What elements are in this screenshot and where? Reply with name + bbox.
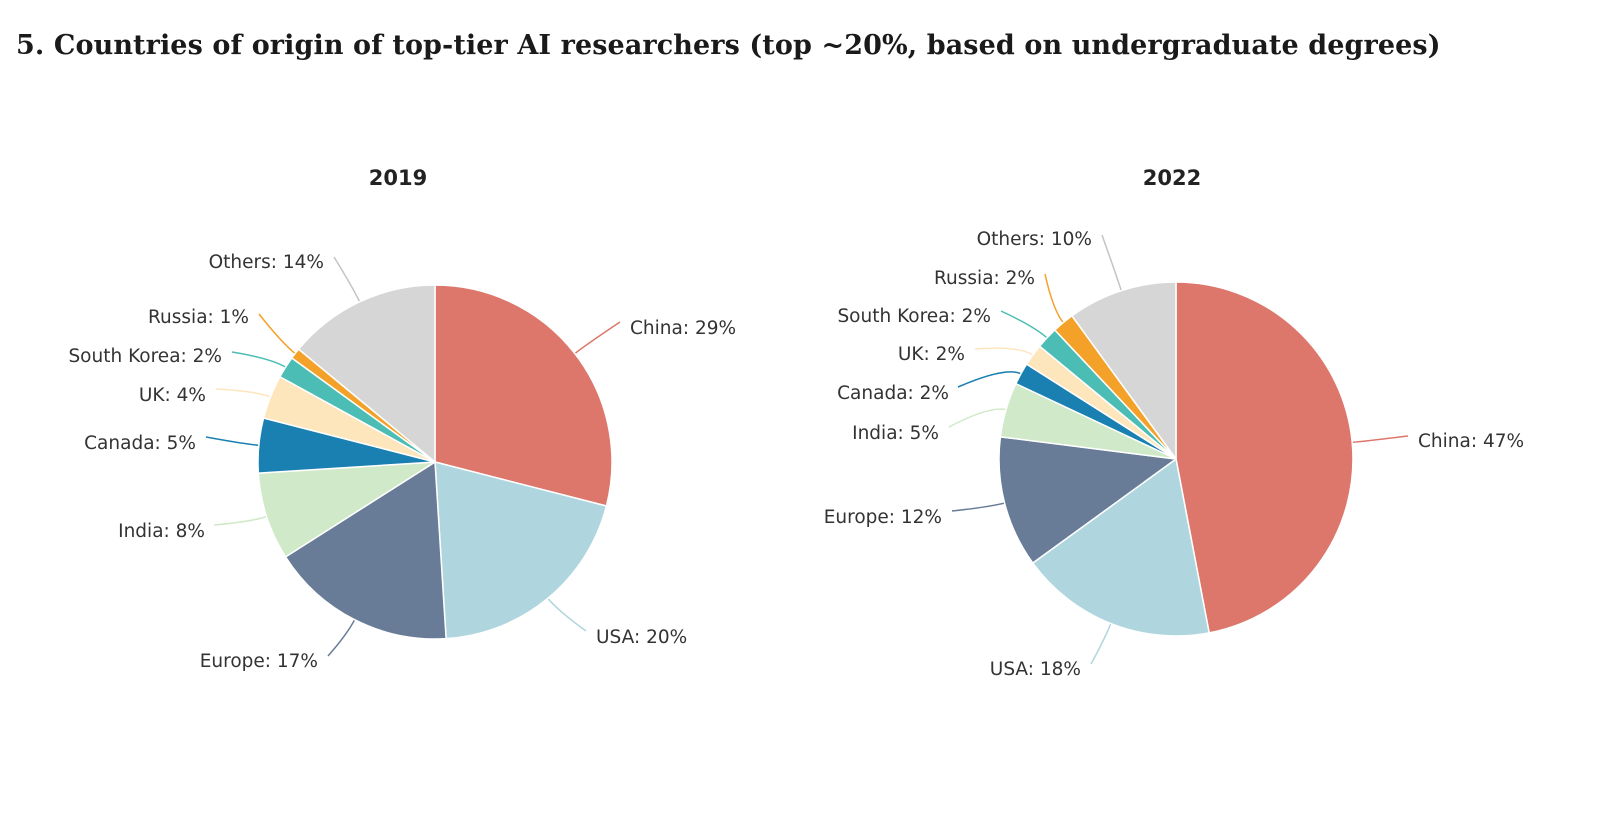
- slice-label-india: India: 5%: [852, 423, 939, 444]
- slice-label-europe: Europe: 12%: [824, 507, 942, 528]
- slices: [257, 284, 613, 640]
- leader-line-south-korea: [1000, 310, 1049, 340]
- slice-label-usa: USA: 20%: [596, 627, 687, 648]
- slices: [998, 281, 1354, 637]
- slice-label-china: China: 47%: [1418, 431, 1524, 452]
- slice-labels: China: 47% USA: 18% Europe: 12% India: 5% Ca…: [824, 229, 1524, 680]
- pie-slice-china[interactable]: [434, 284, 613, 507]
- pie-slice-usa[interactable]: [1032, 458, 1210, 637]
- leader-line-europe: [327, 618, 356, 657]
- slice-label-russia: Russia: 1%: [148, 307, 249, 328]
- slice-label-others: Others: 10%: [977, 229, 1092, 250]
- leader-line-canada: [957, 371, 1023, 388]
- leader-line-india: [213, 515, 268, 526]
- leader-line-india: [948, 408, 1008, 428]
- pie-chart-2019: 2019 China: 29% USA: 20% Europe: 17% India:…: [68, 166, 736, 672]
- pie-chart-2022: 2022 China: 47% USA: 18% Europe: 12% India:…: [824, 166, 1524, 680]
- pie-slice-europe[interactable]: [998, 436, 1177, 564]
- slice-label-canada: Canada: 5%: [84, 433, 196, 454]
- leader-line-canada: [205, 436, 260, 447]
- leader-lines: [205, 256, 621, 657]
- slice-label-canada: Canada: 2%: [837, 383, 949, 404]
- leader-lines: [948, 234, 1409, 665]
- slice-label-india: India: 8%: [118, 521, 205, 542]
- pie-slice-usa[interactable]: [434, 461, 608, 640]
- leader-line-china: [1351, 435, 1409, 444]
- pie-slice-others[interactable]: [297, 284, 436, 463]
- pie-2019-slices: China: 29% USA: 20% Europe: 17% India: 8% Ca…: [68, 252, 736, 672]
- pie-2022-slices: China: 47% USA: 18% Europe: 12% India: 5% Ca…: [824, 229, 1524, 680]
- leader-line-china: [573, 321, 621, 355]
- leader-line-usa: [1090, 622, 1112, 665]
- pie-slice-india[interactable]: [257, 461, 436, 558]
- leader-line-south-korea: [231, 351, 287, 369]
- slice-label-china: China: 29%: [630, 318, 736, 339]
- slice-label-south-korea: South Korea: 2%: [837, 306, 991, 327]
- pie-slice-europe[interactable]: [284, 461, 447, 640]
- pie-slice-others[interactable]: [1071, 281, 1177, 460]
- pie-slice-china[interactable]: [1175, 281, 1354, 634]
- leader-line-usa: [546, 597, 587, 632]
- leader-line-others: [333, 256, 361, 304]
- slice-label-others: Others: 14%: [209, 252, 324, 273]
- slice-label-uk: UK: 2%: [898, 344, 965, 365]
- leader-line-russia: [1044, 273, 1065, 324]
- page-title: 5. Countries of origin of top-tier AI re…: [16, 30, 1441, 61]
- leader-line-uk: [974, 347, 1035, 357]
- slice-label-usa: USA: 18%: [990, 659, 1081, 680]
- leader-line-others: [1101, 234, 1123, 292]
- leader-line-uk: [215, 388, 272, 398]
- chart-title-2022: 2022: [1143, 166, 1201, 190]
- leader-line-europe: [951, 502, 1006, 512]
- chart-title-2019: 2019: [369, 166, 427, 190]
- leader-line-russia: [258, 313, 297, 355]
- slice-label-russia: Russia: 2%: [934, 268, 1035, 289]
- slice-label-south-korea: South Korea: 2%: [68, 346, 222, 367]
- slice-labels: China: 29% USA: 20% Europe: 17% India: 8% Ca…: [68, 252, 736, 672]
- slice-label-europe: Europe: 17%: [200, 651, 318, 672]
- slice-label-uk: UK: 4%: [139, 385, 206, 406]
